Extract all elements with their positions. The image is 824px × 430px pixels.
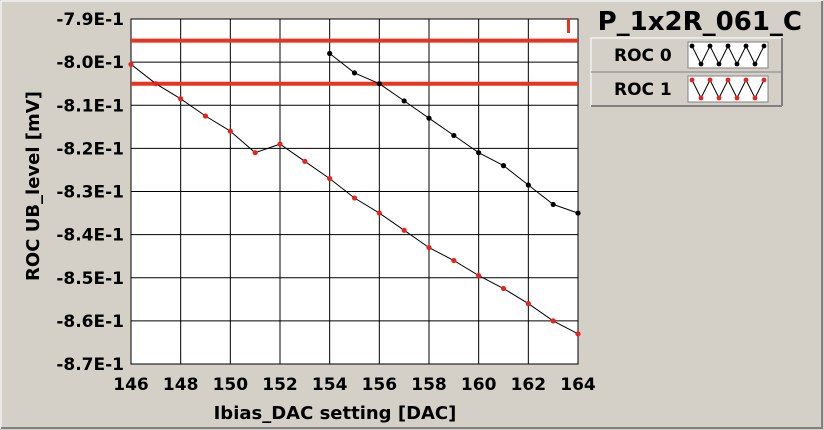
data-point (178, 96, 184, 102)
y-tick-label: -8.7E-1 (56, 355, 124, 375)
legend-marker (734, 95, 740, 101)
data-point (525, 301, 531, 307)
legend-marker (689, 77, 695, 83)
legend-marker (734, 61, 740, 67)
x-tick-label: 156 (362, 375, 398, 395)
chart-title: P_1x2R_061_C (598, 7, 802, 37)
y-tick-labels: -7.9E-1 -8.0E-1 -8.1E-1 -8.2E-1 -8.3E-1 -8.4E… (56, 10, 124, 375)
data-point (476, 272, 482, 279)
title-marker (567, 19, 570, 33)
legend-marker (707, 77, 713, 83)
data-point (128, 61, 134, 67)
legend-marker (698, 95, 704, 101)
data-point (525, 182, 531, 188)
data-point (252, 150, 258, 156)
legend-marker (707, 43, 713, 49)
y-tick-label: -8.2E-1 (56, 139, 124, 159)
data-point (227, 128, 233, 134)
x-tick-label: 148 (163, 375, 199, 395)
data-point (476, 150, 482, 156)
legend-marker (761, 43, 767, 49)
data-point (575, 331, 581, 337)
data-point (376, 81, 382, 87)
data-point (550, 201, 556, 208)
data-point (575, 210, 581, 216)
data-point (202, 113, 209, 119)
legend-marker (761, 77, 767, 83)
x-tick-label: 154 (312, 375, 348, 395)
x-tick-label: 150 (213, 375, 249, 395)
data-point (401, 98, 407, 104)
legend-marker (752, 61, 758, 67)
data-point (302, 158, 308, 164)
legend-marker (716, 95, 722, 101)
y-tick-label: -8.3E-1 (56, 183, 124, 203)
data-point (550, 318, 556, 324)
x-tick-label: 152 (262, 375, 298, 395)
data-point (327, 50, 333, 57)
y-axis-title: ROC UB_level [mV] (23, 91, 44, 281)
legend-marker (725, 77, 731, 83)
legend-label: ROC 0 (614, 46, 672, 66)
data-point (426, 115, 432, 121)
legend-marker (725, 43, 731, 49)
legend-marker (689, 43, 695, 49)
data-point (351, 70, 358, 76)
data-point (351, 195, 358, 201)
y-tick-label: -7.9E-1 (56, 10, 124, 30)
y-tick-label: -8.6E-1 (56, 312, 124, 332)
x-tick-label: 158 (411, 375, 447, 395)
data-point (376, 210, 382, 216)
x-tick-labels: 146 148 150 152 154 156 158 160 162 164 (113, 375, 596, 395)
data-point (426, 244, 432, 251)
data-point (153, 81, 159, 87)
legend: ROC 0 ROC 1 (567, 19, 783, 107)
legend-marker (752, 95, 758, 101)
data-point (327, 175, 333, 182)
y-tick-label: -8.5E-1 (56, 269, 124, 289)
legend-marker (743, 77, 749, 83)
x-axis-title: Ibias_DAC setting [DAC] (214, 403, 457, 424)
data-point (451, 132, 457, 139)
legend-marker (716, 61, 722, 67)
data-point (401, 227, 407, 233)
data-point (451, 257, 457, 264)
y-tick-label: -8.1E-1 (56, 96, 124, 116)
data-point (277, 141, 283, 147)
y-tick-label: -8.4E-1 (56, 226, 124, 246)
limit-lines (131, 38, 578, 86)
x-tick-label: 146 (113, 375, 149, 395)
x-tick-label: 162 (511, 375, 547, 395)
x-tick-label: 164 (560, 375, 596, 395)
legend-marker (743, 43, 749, 49)
data-point (500, 285, 507, 292)
legend-label: ROC 1 (614, 80, 672, 100)
data-point (500, 163, 507, 169)
legend-marker (698, 61, 704, 67)
y-tick-label: -8.0E-1 (56, 53, 124, 73)
series-layer (128, 50, 581, 337)
x-tick-label: 160 (461, 375, 497, 395)
grid (130, 18, 579, 365)
series-roc-0 (327, 50, 581, 216)
series-roc-1 (128, 61, 581, 337)
